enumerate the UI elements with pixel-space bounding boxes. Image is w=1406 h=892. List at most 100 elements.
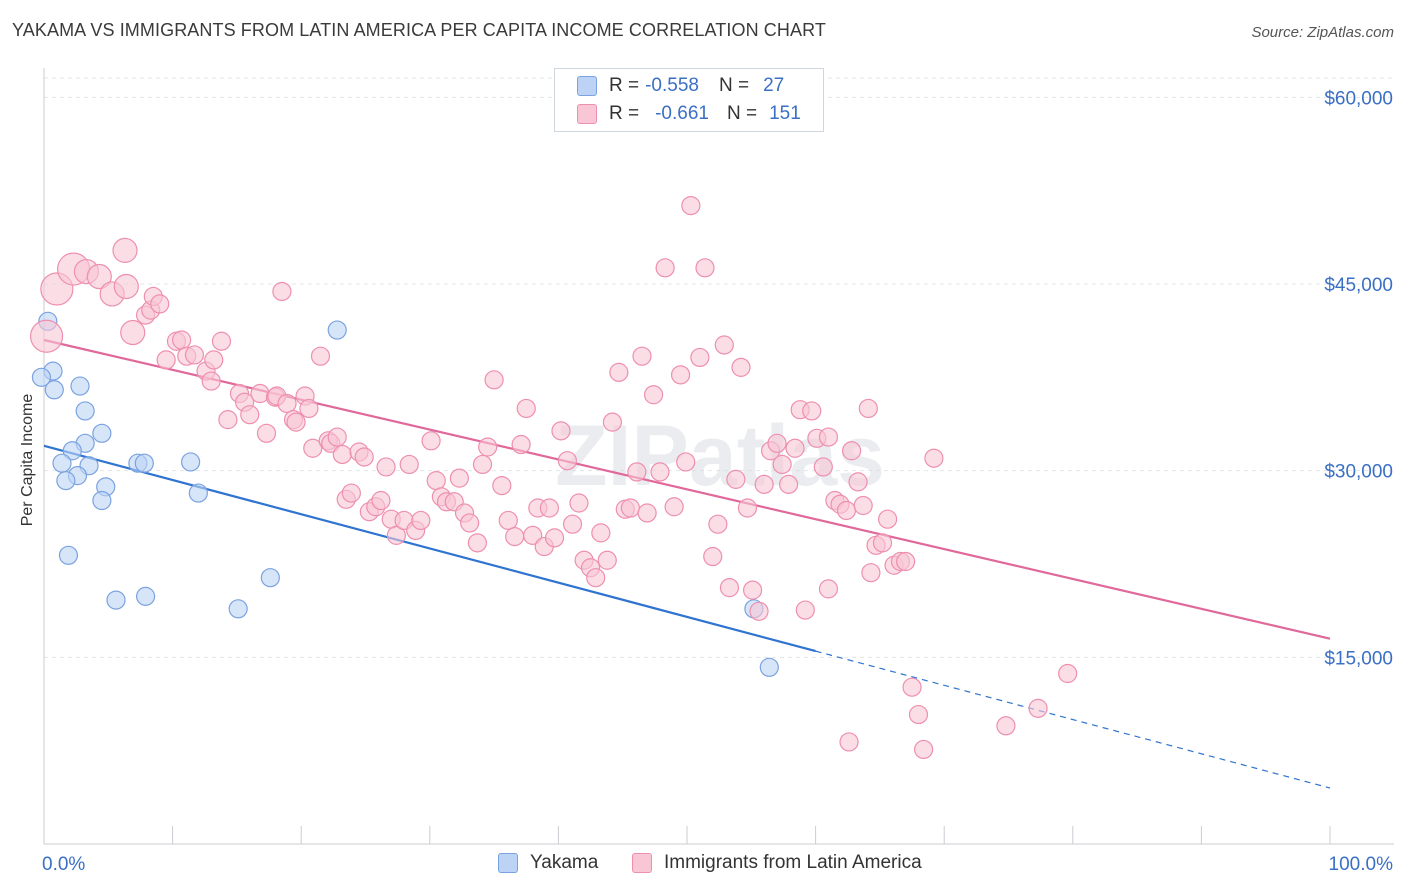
trend-line-yakama-extrapolated	[815, 650, 1331, 789]
point-latin-america	[670, 365, 691, 385]
point-latin-america	[726, 469, 746, 489]
point-latin-america	[655, 258, 675, 278]
source-label: Source: ZipAtlas.com	[1251, 24, 1394, 41]
point-latin-america	[341, 483, 361, 503]
point-latin-america	[719, 578, 740, 598]
point-yakama	[135, 586, 156, 606]
point-latin-america	[650, 462, 670, 482]
point-latin-america	[256, 423, 277, 443]
point-latin-america	[277, 393, 297, 414]
point-latin-america	[627, 462, 647, 482]
point-latin-america	[505, 527, 525, 547]
point-latin-america	[914, 739, 934, 760]
point-latin-america	[1028, 698, 1048, 718]
point-latin-america	[211, 331, 232, 351]
point-latin-america	[839, 732, 859, 752]
point-latin-america	[731, 357, 751, 377]
point-latin-america	[749, 601, 769, 621]
point-yakama	[181, 452, 201, 472]
point-latin-america	[896, 551, 916, 572]
point-latin-america	[386, 525, 406, 545]
point-latin-america	[818, 427, 839, 447]
point-latin-america	[562, 514, 583, 534]
y-axis-label: Per Capita Income	[19, 393, 36, 527]
point-latin-america	[332, 444, 352, 465]
point-latin-america	[516, 398, 536, 419]
point-yakama	[106, 590, 126, 610]
point-latin-america	[327, 427, 347, 447]
legend-r-label: R =	[609, 75, 640, 96]
point-yakama	[31, 367, 52, 387]
point-latin-america	[795, 600, 815, 620]
correlation-legend: R = -0.558 N = 27 R = -0.661 N = 151	[554, 68, 824, 132]
point-latin-america	[112, 237, 138, 263]
point-latin-america	[310, 346, 331, 366]
point-latin-america	[204, 350, 224, 370]
chart-title: YAKAMA VS IMMIGRANTS FROM LATIN AMERICA …	[12, 20, 826, 40]
point-latin-america	[426, 471, 446, 491]
point-latin-america	[272, 281, 292, 302]
point-latin-america	[29, 319, 64, 353]
point-latin-america	[544, 528, 565, 548]
point-latin-america	[376, 457, 396, 477]
y-tick-label: $60,000	[1324, 88, 1393, 109]
point-latin-america	[754, 474, 774, 494]
x-tick-label: 100.0%	[1329, 854, 1394, 875]
point-latin-america	[150, 294, 170, 314]
point-yakama	[759, 657, 779, 677]
series-legend-latin-america: Immigrants from Latin America	[632, 852, 922, 874]
point-latin-america	[602, 412, 623, 432]
y-tick-label: $15,000	[1324, 648, 1393, 669]
point-yakama	[134, 453, 154, 473]
point-latin-america	[695, 258, 715, 278]
point-latin-america	[836, 500, 857, 521]
point-latin-america	[778, 474, 799, 494]
point-yakama	[188, 483, 208, 503]
point-latin-america	[511, 434, 531, 455]
point-latin-america	[772, 454, 792, 475]
point-latin-america	[557, 451, 578, 471]
point-latin-america	[902, 677, 922, 697]
point-latin-america	[156, 350, 176, 370]
point-latin-america	[467, 533, 487, 553]
point-latin-america	[569, 493, 589, 513]
point-latin-america	[996, 716, 1016, 736]
point-latin-america	[620, 498, 641, 518]
point-latin-america	[299, 398, 319, 419]
legend-row-latin-america: R = -0.661 N = 151	[577, 101, 801, 127]
point-latin-america	[767, 433, 787, 453]
point-latin-america	[785, 438, 805, 458]
point-latin-america	[690, 347, 710, 368]
point-latin-america	[201, 371, 221, 391]
point-latin-america	[472, 454, 493, 475]
point-latin-america	[908, 704, 929, 725]
point-latin-america	[861, 563, 881, 583]
point-latin-america	[632, 346, 652, 366]
point-yakama	[52, 453, 72, 473]
point-latin-america	[484, 370, 504, 390]
point-latin-america	[303, 438, 323, 458]
series-legend: Yakama Immigrants from Latin America	[0, 852, 1406, 878]
grid-lines	[44, 77, 1394, 658]
point-latin-america	[354, 447, 374, 467]
point-latin-america	[478, 437, 498, 457]
series-name-latin-america: Immigrants from Latin America	[664, 852, 922, 873]
legend-n-value: 27	[763, 75, 785, 96]
point-yakama	[70, 376, 90, 396]
point-latin-america	[172, 330, 192, 350]
point-latin-america	[818, 579, 839, 599]
axes	[43, 68, 1394, 845]
y-tick-label: $45,000	[1324, 275, 1393, 296]
legend-n-label: N =	[718, 75, 750, 96]
point-latin-america	[848, 472, 868, 492]
point-latin-america	[708, 514, 728, 534]
legend-r-value: -0.558	[645, 75, 699, 96]
point-latin-america	[113, 273, 139, 300]
point-latin-america	[842, 441, 862, 461]
legend-swatch-yakama	[577, 76, 597, 96]
point-latin-america	[371, 490, 391, 511]
point-yakama	[92, 423, 112, 443]
point-latin-america	[498, 510, 518, 531]
point-latin-america	[1058, 663, 1078, 684]
